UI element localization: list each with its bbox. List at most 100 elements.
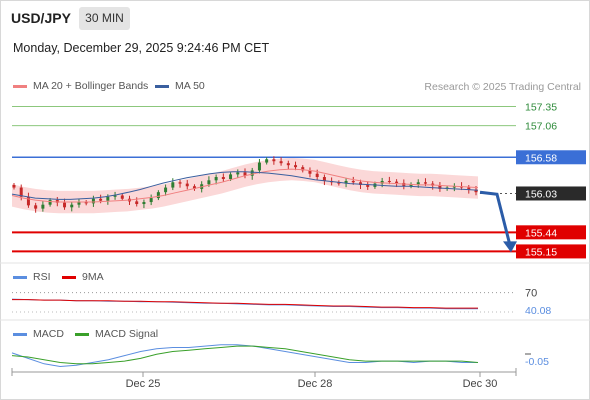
candle-body bbox=[156, 192, 160, 199]
macd-signal-label: MACD Signal bbox=[95, 328, 159, 340]
candle-body bbox=[149, 198, 153, 203]
rsi-swatch bbox=[13, 275, 27, 279]
candle-body bbox=[34, 205, 38, 209]
candle-body bbox=[301, 167, 305, 171]
candle-body bbox=[91, 198, 95, 204]
legend-ma50: MA 50 bbox=[155, 80, 205, 92]
candle-body bbox=[257, 162, 261, 171]
ma50-swatch bbox=[155, 84, 169, 88]
symbol-title: USD/JPY bbox=[11, 10, 71, 26]
candle-body bbox=[286, 163, 290, 166]
level-tag-pivot bbox=[516, 150, 586, 165]
x-axis-label: Dec 25 bbox=[126, 378, 161, 390]
candle-body bbox=[106, 196, 110, 201]
candle-body bbox=[387, 180, 391, 182]
candle-body bbox=[142, 202, 146, 205]
x-axis-label: Dec 28 bbox=[298, 378, 333, 390]
candle-body bbox=[55, 200, 59, 203]
candle-body bbox=[229, 174, 233, 179]
macd-label: MACD bbox=[33, 328, 64, 340]
candle-body bbox=[113, 195, 117, 197]
candle-body bbox=[135, 201, 139, 205]
candle-body bbox=[250, 170, 254, 176]
candle-body bbox=[294, 165, 298, 168]
macd-signal-line bbox=[11, 345, 479, 365]
candle-body bbox=[279, 161, 283, 164]
candle-body bbox=[366, 184, 370, 187]
candle-body bbox=[185, 183, 189, 187]
candle-body bbox=[26, 196, 30, 206]
candle-body bbox=[63, 202, 67, 208]
candle-body bbox=[402, 182, 406, 187]
candle-body bbox=[221, 177, 225, 179]
timeframe-button[interactable]: 30 MIN bbox=[79, 7, 130, 30]
level-tag-support bbox=[516, 225, 586, 240]
candle-body bbox=[308, 170, 312, 174]
legend-rsi: RSI bbox=[13, 271, 51, 283]
candle-body bbox=[265, 159, 269, 163]
rsi-value-label: 40.08 bbox=[525, 305, 551, 317]
candle-body bbox=[243, 172, 247, 176]
forecast-arrow bbox=[479, 190, 512, 246]
candle-body bbox=[416, 182, 420, 185]
candle-body bbox=[19, 187, 23, 197]
candle-body bbox=[344, 180, 348, 184]
rsi-ma-swatch bbox=[62, 275, 76, 279]
level-label-current: 156.03 bbox=[525, 188, 557, 200]
level-label-resistance: 157.35 bbox=[525, 102, 557, 114]
candle-body bbox=[41, 204, 45, 209]
credit-text: Research © 2025 Trading Central bbox=[424, 81, 581, 93]
candle-body bbox=[99, 198, 103, 201]
ma20-label: MA 20 + Bollinger Bands bbox=[33, 80, 149, 92]
candle-body bbox=[315, 173, 319, 178]
rsi-ma-line bbox=[12, 299, 478, 309]
candle-body bbox=[359, 182, 362, 185]
candle-body bbox=[337, 182, 341, 184]
rsi-ma-label: 9MA bbox=[82, 271, 104, 283]
legend-macd: MACD bbox=[13, 328, 64, 340]
legend-rsi-ma: 9MA bbox=[62, 271, 104, 283]
candle-body bbox=[380, 180, 384, 184]
legend-ma20: MA 20 + Bollinger Bands bbox=[13, 80, 148, 92]
level-label-resistance: 157.06 bbox=[525, 121, 557, 133]
candle-body bbox=[192, 186, 196, 189]
candle-body bbox=[452, 186, 456, 188]
candle-body bbox=[48, 200, 52, 205]
ma20-swatch bbox=[13, 84, 27, 88]
level-tag-current bbox=[516, 186, 586, 201]
candle-body bbox=[409, 184, 413, 187]
candle-body bbox=[12, 184, 16, 188]
candle-body bbox=[214, 177, 218, 181]
candle-body bbox=[207, 180, 211, 185]
bollinger-band bbox=[12, 157, 478, 214]
candle-body bbox=[474, 189, 478, 193]
datetime-label: Monday, December 29, 2025 9:24:46 PM CET bbox=[13, 41, 270, 55]
level-label-pivot: 156.58 bbox=[525, 152, 557, 164]
level-label-support: 155.15 bbox=[525, 246, 557, 258]
level-tag-support bbox=[516, 244, 586, 259]
ma20-line bbox=[11, 168, 479, 203]
candle-body bbox=[272, 159, 276, 162]
candle-body bbox=[438, 185, 442, 189]
forecast-arrowhead bbox=[503, 241, 517, 253]
candle-body bbox=[351, 180, 355, 183]
candle-body bbox=[322, 177, 326, 181]
candle-body bbox=[84, 202, 88, 204]
rsi-tick-70: 70 bbox=[525, 288, 537, 300]
ma50-line bbox=[11, 171, 479, 200]
macd-swatch bbox=[13, 332, 27, 336]
rsi-label: RSI bbox=[33, 271, 51, 283]
legend-macd-signal: MACD Signal bbox=[75, 328, 158, 340]
candle-body bbox=[178, 182, 182, 184]
candle-body bbox=[77, 202, 81, 205]
candle-body bbox=[236, 172, 240, 175]
x-axis-label: Dec 30 bbox=[463, 378, 498, 390]
macd-value-label: -0.05 bbox=[525, 356, 549, 368]
macd-signal-swatch bbox=[75, 332, 89, 336]
candle-body bbox=[423, 182, 427, 184]
ma50-label: MA 50 bbox=[175, 80, 205, 92]
candle-body bbox=[171, 182, 175, 188]
candle-body bbox=[70, 204, 74, 208]
candle-body bbox=[164, 187, 168, 193]
